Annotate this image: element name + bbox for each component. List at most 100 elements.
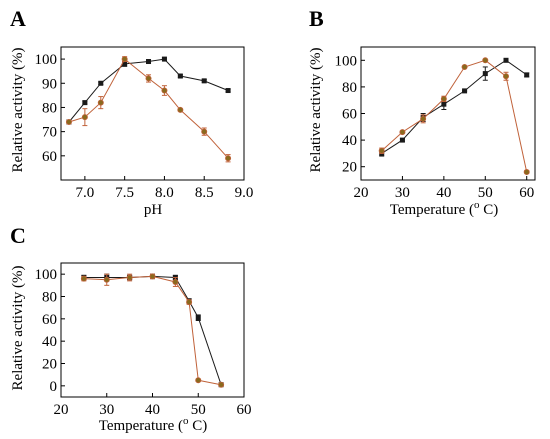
panel-a: A Relative activity (%) pH 7.0 7.5 8.0 8.5 9… (10, 6, 253, 218)
data-point-square (441, 101, 447, 107)
data-point-circle (97, 99, 104, 106)
data-point-circle (149, 273, 156, 280)
data-point-square (195, 315, 201, 321)
x-tick-label: 20 (54, 402, 69, 418)
panel-b-xlabel-head: Temperature ( (390, 202, 474, 218)
x-tick-label: 20 (354, 185, 369, 201)
x-tick-label: 30 (99, 402, 114, 418)
x-tick-label: 40 (145, 402, 160, 418)
panel-c-ylabel: Relative activity (%) (10, 266, 26, 391)
panel-a-ylabel: Relative activity (%) (10, 48, 26, 173)
x-tick-label: 8.5 (195, 185, 214, 201)
x-tick-label: 60 (237, 402, 252, 418)
y-tick-label: 60 (342, 107, 357, 123)
panel-a-xlabel: pH (144, 202, 163, 218)
data-point-circle (126, 274, 133, 281)
plot-frame (60, 46, 245, 181)
panel-b-ylabel: Relative activity (%) (308, 48, 324, 173)
data-point-circle (81, 114, 88, 121)
panel-c-xlabel-sup: o (183, 415, 189, 427)
data-point-square (201, 78, 207, 84)
data-point-circle (177, 106, 184, 113)
data-point-circle (65, 118, 72, 125)
x-tick-label: 40 (436, 185, 451, 201)
data-point-circle (161, 87, 168, 94)
data-point-circle (225, 155, 232, 162)
x-tick-label: 50 (191, 402, 206, 418)
data-point-circle (186, 299, 193, 306)
data-point-square (146, 59, 152, 65)
data-point-square (122, 61, 128, 67)
y-tick-label: 40 (42, 334, 57, 350)
x-tick-label: 8.0 (155, 185, 174, 201)
x-tick-label: 9.0 (235, 185, 254, 201)
y-tick-label: 0 (50, 379, 58, 395)
y-tick-label: 40 (342, 133, 357, 149)
data-point-circle (201, 128, 208, 135)
data-point-square (399, 137, 405, 143)
panel-c-xlabel-head: Temperature ( (99, 418, 183, 434)
panel-c-xlabel: Temperature (o C) (99, 415, 208, 434)
plot-frame (360, 46, 536, 181)
data-point-square (98, 80, 104, 86)
data-point-circle (103, 276, 110, 283)
y-tick-label: 100 (335, 53, 358, 69)
data-point-circle (80, 275, 87, 282)
y-tick-label: 20 (42, 357, 57, 373)
series-line (68, 58, 229, 123)
x-tick-label: 30 (395, 185, 410, 201)
data-point-circle (420, 115, 427, 122)
panel-b: B Relative activity (%) Temperature (o C… (308, 6, 536, 218)
y-tick-label: 60 (42, 312, 57, 328)
panel-b-plot: 20 30 40 50 60 20 40 60 80 100 (335, 46, 536, 201)
data-point-circle (378, 147, 385, 154)
data-point-square (462, 88, 468, 94)
data-point-circle (145, 75, 152, 82)
x-tick-label: 7.0 (75, 185, 94, 201)
data-point-circle (482, 57, 489, 64)
y-tick-label: 100 (35, 267, 58, 283)
data-point-circle (461, 63, 468, 70)
series-line (83, 275, 222, 386)
panel-a-plot: 7.0 7.5 8.0 8.5 9.0 60 70 80 90 100 (35, 46, 254, 201)
data-point-circle (440, 95, 447, 102)
panel-b-xlabel: Temperature (o C) (390, 199, 499, 218)
data-point-circle (121, 56, 128, 63)
series-line (68, 58, 229, 159)
data-point-square (482, 71, 488, 77)
plot-frame (60, 262, 245, 398)
x-tick-label: 7.5 (115, 185, 134, 201)
panel-b-label: B (309, 6, 324, 31)
y-tick-label: 80 (42, 100, 57, 116)
data-point-square (225, 88, 231, 94)
panel-b-xlabel-tail: C) (480, 202, 499, 218)
data-point-circle (399, 129, 406, 136)
series-line (381, 59, 528, 173)
x-tick-label: 60 (519, 185, 534, 201)
panel-c-label: C (10, 223, 26, 248)
data-point-square (82, 100, 88, 106)
data-point-square (161, 56, 167, 62)
y-tick-label: 60 (42, 149, 57, 165)
data-point-square (177, 73, 183, 79)
y-tick-label: 80 (42, 290, 57, 306)
series-line (381, 59, 527, 154)
y-tick-label: 100 (35, 52, 58, 68)
data-point-square (524, 72, 530, 78)
data-point-circle (195, 377, 202, 384)
panel-c-xlabel-tail: C) (189, 418, 208, 434)
data-point-circle (172, 278, 179, 285)
y-tick-label: 80 (342, 80, 357, 96)
series-line (83, 275, 222, 385)
y-tick-label: 70 (42, 125, 57, 141)
x-tick-label: 50 (478, 185, 493, 201)
panel-c: C Relative activity (%) Temperature (o C… (10, 223, 252, 434)
data-point-circle (502, 73, 509, 80)
y-tick-label: 20 (342, 160, 357, 176)
data-point-square (503, 57, 509, 63)
panel-b-xlabel-sup: o (474, 199, 480, 211)
panel-c-plot: 20 30 40 50 60 0 20 40 60 80 100 (35, 262, 252, 418)
y-tick-label: 90 (42, 76, 57, 92)
data-point-circle (523, 169, 530, 176)
